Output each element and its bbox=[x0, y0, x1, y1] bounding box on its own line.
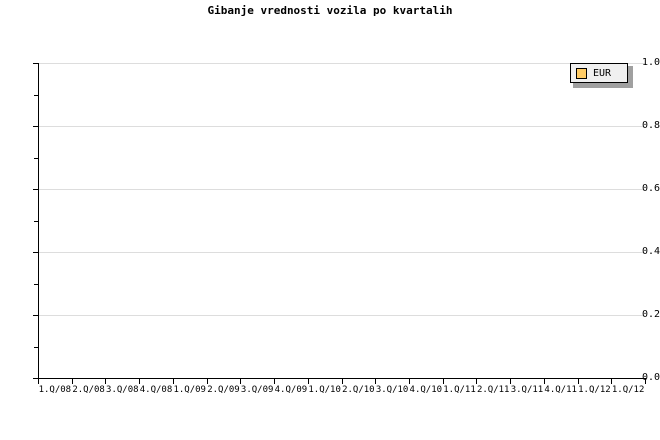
x-tick bbox=[510, 379, 511, 384]
x-tick-label: 1.Q/12 bbox=[611, 385, 645, 395]
x-tick bbox=[240, 379, 241, 384]
y-tick-label: 0.2 bbox=[641, 309, 660, 320]
x-tick-label: 4.Q/10 bbox=[409, 385, 443, 395]
x-tick bbox=[173, 379, 174, 384]
y-tick-minor bbox=[34, 94, 38, 96]
y-tick-label: 1.0 bbox=[641, 57, 660, 68]
gridline-y-0.2 bbox=[38, 315, 645, 316]
x-tick-label: 3.Q/10 bbox=[375, 385, 409, 395]
y-tick-major bbox=[33, 189, 38, 190]
y-axis-spine bbox=[38, 63, 39, 379]
x-tick-label: 2.Q/09 bbox=[207, 385, 240, 395]
y-tick-major bbox=[33, 63, 38, 64]
x-tick bbox=[476, 379, 477, 384]
x-tick bbox=[342, 379, 343, 384]
y-tick-minor bbox=[34, 346, 38, 348]
x-tick-label: 2.Q/10 bbox=[342, 385, 375, 395]
y-tick-label: 0.4 bbox=[641, 246, 660, 257]
x-tick bbox=[308, 379, 309, 384]
x-tick-label: 1.Q/09 bbox=[173, 385, 206, 395]
gridline-y-1.0 bbox=[38, 63, 645, 64]
x-tick bbox=[105, 379, 106, 384]
x-tick-label: 3.Q/08 bbox=[106, 385, 139, 395]
x-tick bbox=[544, 379, 545, 384]
x-tick bbox=[443, 379, 444, 384]
y-tick-major bbox=[33, 252, 38, 253]
x-tick bbox=[645, 379, 646, 384]
x-tick bbox=[38, 379, 39, 384]
x-tick bbox=[578, 379, 579, 384]
x-tick-label: 1.Q/11 bbox=[443, 385, 476, 395]
x-tick-label: 3.Q/09 bbox=[240, 385, 274, 395]
x-tick bbox=[274, 379, 275, 384]
y-tick-major bbox=[33, 126, 38, 127]
y-tick-label: 0.8 bbox=[641, 120, 660, 131]
x-tick bbox=[375, 379, 376, 384]
y-tick-label: 0.0 bbox=[641, 372, 660, 383]
chart-title: Gibanje vrednosti vozila po kvartalih bbox=[207, 4, 453, 17]
x-tick-label: 3.Q/11 bbox=[510, 385, 544, 395]
x-tick-label: 2.Q/08 bbox=[72, 385, 105, 395]
x-tick bbox=[409, 379, 410, 384]
x-tick-label: 4.Q/09 bbox=[274, 385, 308, 395]
x-tick-label: 1.Q/08 bbox=[38, 385, 72, 395]
gridline-y-0.4 bbox=[38, 252, 645, 253]
legend-label-eur: EUR bbox=[593, 67, 612, 79]
chart-legend[interactable]: EUR bbox=[570, 63, 628, 83]
x-tick bbox=[207, 379, 208, 384]
gridline-y-0.8 bbox=[38, 126, 645, 127]
x-axis-spine bbox=[38, 378, 646, 379]
y-tick-major bbox=[33, 315, 38, 316]
x-tick-label: 4.Q/11 bbox=[544, 385, 577, 395]
x-tick-label: 1.Q/10 bbox=[308, 385, 341, 395]
x-tick-label: 4.Q/08 bbox=[139, 385, 173, 395]
gridline-y-0.6 bbox=[38, 189, 645, 190]
x-tick-label: 1.Q/12 bbox=[578, 385, 611, 395]
y-tick-minor bbox=[34, 220, 38, 222]
x-tick bbox=[72, 379, 73, 384]
legend-swatch-eur bbox=[576, 67, 587, 79]
y-tick-major bbox=[33, 378, 38, 379]
x-tick bbox=[611, 379, 612, 384]
y-tick-minor bbox=[34, 157, 38, 159]
x-tick bbox=[139, 379, 140, 384]
y-tick-label: 0.6 bbox=[641, 183, 660, 194]
y-tick-minor bbox=[34, 283, 38, 285]
x-tick-label: 2.Q/11 bbox=[476, 385, 510, 395]
plot-area bbox=[38, 63, 645, 379]
